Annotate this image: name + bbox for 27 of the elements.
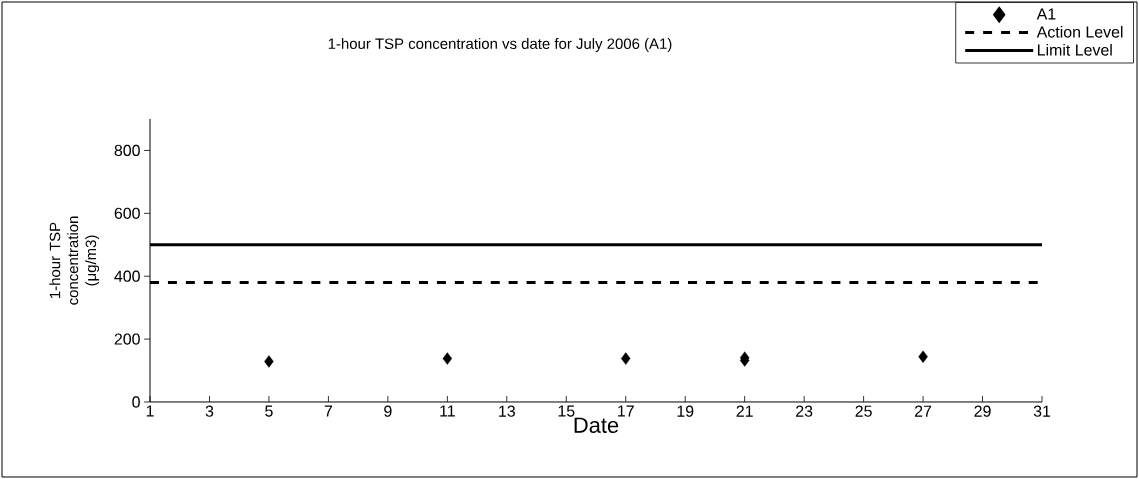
x-tick-label: 23 <box>796 405 813 417</box>
y-tick-label: 600 <box>114 207 140 219</box>
x-tick-label: 15 <box>558 405 575 417</box>
y-tick-label: 0 <box>132 396 140 408</box>
x-tick-label: 11 <box>440 405 455 417</box>
x-tick-label: 31 <box>1033 405 1051 417</box>
x-tick-label: 25 <box>855 405 872 417</box>
x-tick-label: 9 <box>384 405 392 417</box>
x-tick-label: 5 <box>265 405 273 417</box>
chart-title: 1-hour TSP concentration vs date for July 2006 (A1) <box>328 38 672 52</box>
x-tick-label: 3 <box>205 405 214 417</box>
y-tick-label: 400 <box>114 270 140 282</box>
legend-label: Limit Level <box>1038 43 1112 56</box>
x-tick-label: 7 <box>324 405 333 417</box>
x-tick-label: 21 <box>736 405 753 417</box>
x-axis-title: Date <box>574 417 619 433</box>
x-tick-label: 13 <box>499 405 515 417</box>
y-tick-label: 800 <box>114 144 140 157</box>
y-axis-title: 1-hour TSP concentration (μg/m3) <box>49 216 100 305</box>
legend-label: Action Level <box>1036 25 1123 38</box>
x-tick-label: 17 <box>618 405 634 417</box>
x-tick-label: 1 <box>146 405 154 417</box>
x-tick-label: 29 <box>974 405 991 417</box>
legend-label: A1 <box>1036 8 1056 20</box>
x-tick-label: 27 <box>915 405 932 417</box>
y-tick-label: 200 <box>114 333 140 345</box>
x-tick-label: 19 <box>677 405 694 417</box>
